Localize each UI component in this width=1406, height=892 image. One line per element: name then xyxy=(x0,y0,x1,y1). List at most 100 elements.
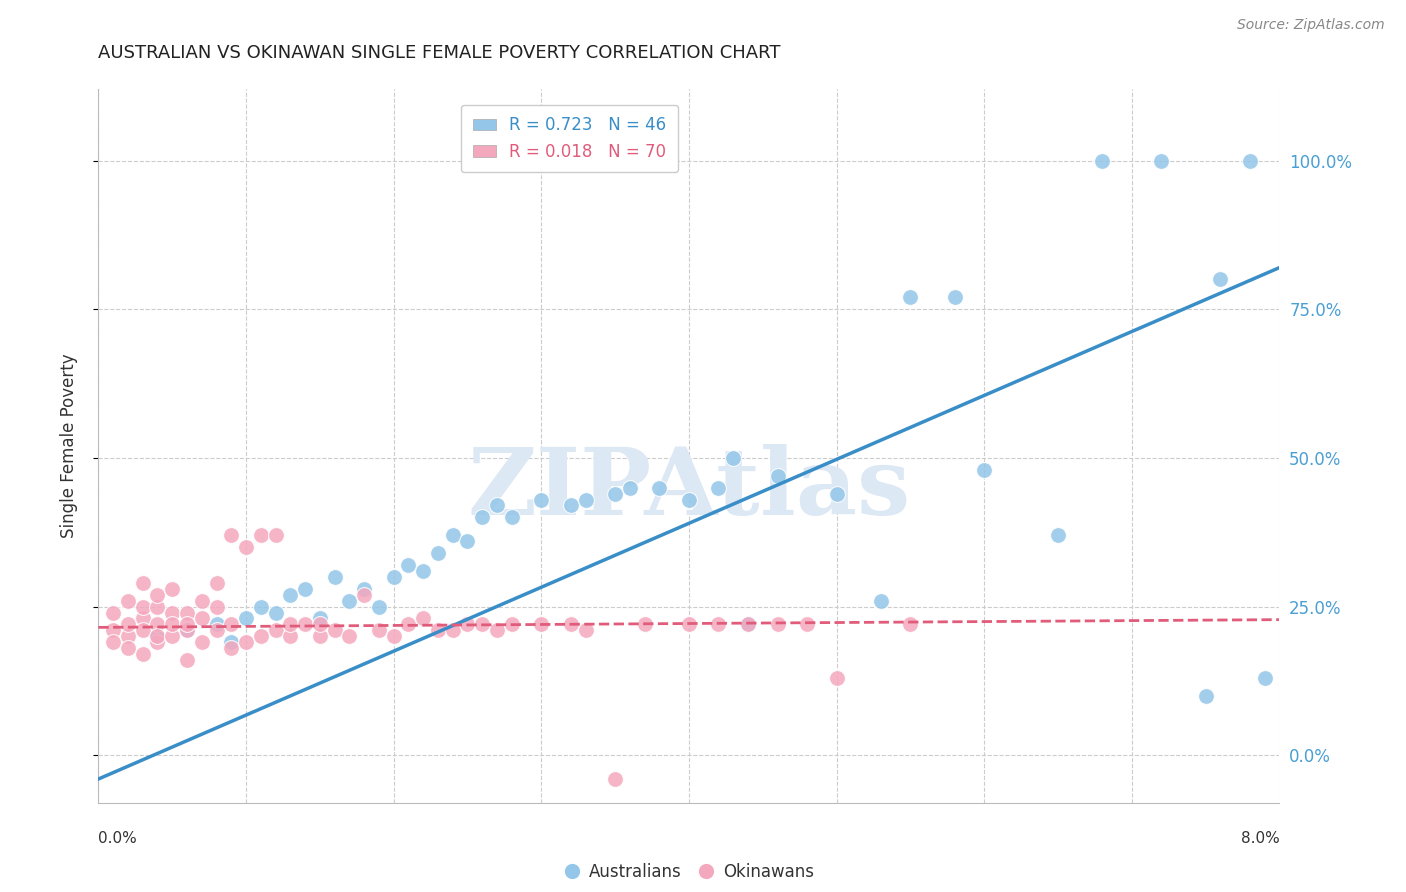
Point xyxy=(323,624,346,638)
Point xyxy=(471,617,494,632)
Point xyxy=(1239,153,1261,168)
Point xyxy=(943,290,966,304)
Point xyxy=(485,499,508,513)
Point xyxy=(1091,153,1114,168)
Point xyxy=(278,617,302,632)
Point xyxy=(132,599,155,614)
Point xyxy=(308,629,332,643)
Point xyxy=(973,463,995,477)
Y-axis label: Single Female Poverty: Single Female Poverty xyxy=(59,354,77,538)
Point xyxy=(353,582,375,596)
Point xyxy=(900,290,922,304)
Point xyxy=(412,564,434,578)
Point xyxy=(633,617,655,632)
Point xyxy=(426,624,449,638)
Point xyxy=(205,599,228,614)
Point xyxy=(560,499,582,513)
Text: ZIPAtlas: ZIPAtlas xyxy=(467,444,911,533)
Point xyxy=(337,593,360,607)
Point xyxy=(471,510,494,524)
Point xyxy=(367,624,389,638)
Point xyxy=(250,629,273,643)
Point xyxy=(825,671,848,685)
Point xyxy=(501,510,523,524)
Point xyxy=(294,582,316,596)
Point xyxy=(382,629,405,643)
Point xyxy=(678,617,700,632)
Point xyxy=(250,528,273,542)
Point xyxy=(235,540,257,554)
Point xyxy=(574,492,596,507)
Point xyxy=(235,611,257,625)
Point xyxy=(191,635,214,649)
Point xyxy=(278,629,302,643)
Point xyxy=(176,653,198,667)
Point xyxy=(308,611,332,625)
Point xyxy=(219,617,242,632)
Point xyxy=(1194,689,1216,703)
Point xyxy=(1150,153,1173,168)
Point xyxy=(869,593,891,607)
Point xyxy=(530,617,553,632)
Point xyxy=(103,606,125,620)
Point xyxy=(737,617,759,632)
Point xyxy=(162,617,183,632)
Point xyxy=(796,617,818,632)
Point xyxy=(264,624,287,638)
Text: Source: ZipAtlas.com: Source: ZipAtlas.com xyxy=(1237,18,1385,31)
Point xyxy=(146,599,169,614)
Point xyxy=(367,599,389,614)
Point xyxy=(264,606,287,620)
Point xyxy=(1209,272,1232,286)
Point xyxy=(1046,528,1069,542)
Text: AUSTRALIAN VS OKINAWAN SINGLE FEMALE POVERTY CORRELATION CHART: AUSTRALIAN VS OKINAWAN SINGLE FEMALE POV… xyxy=(98,44,780,62)
Point xyxy=(396,558,419,572)
Point xyxy=(678,492,700,507)
Point xyxy=(117,593,139,607)
Point xyxy=(441,528,464,542)
Point xyxy=(323,570,346,584)
Point xyxy=(176,624,198,638)
Point xyxy=(560,617,582,632)
Point xyxy=(456,534,478,549)
Point xyxy=(176,624,198,638)
Point xyxy=(278,588,302,602)
Point xyxy=(337,629,360,643)
Point xyxy=(205,617,228,632)
Point xyxy=(530,492,553,507)
Point xyxy=(146,617,169,632)
Point xyxy=(117,617,139,632)
Point xyxy=(162,606,183,620)
Point xyxy=(176,617,198,632)
Point xyxy=(1254,671,1277,685)
Point xyxy=(117,629,139,643)
Point xyxy=(264,528,287,542)
Point xyxy=(162,629,183,643)
Point xyxy=(176,606,198,620)
Point xyxy=(132,624,155,638)
Point xyxy=(132,647,155,661)
Legend: Australians, Okinawans: Australians, Okinawans xyxy=(557,856,821,888)
Point xyxy=(219,641,242,656)
Point xyxy=(103,635,125,649)
Point xyxy=(191,593,214,607)
Point xyxy=(146,629,169,643)
Point xyxy=(766,468,789,483)
Point xyxy=(205,624,228,638)
Point xyxy=(191,611,214,625)
Point xyxy=(412,611,434,625)
Point xyxy=(707,481,730,495)
Point xyxy=(605,486,627,500)
Point xyxy=(146,588,169,602)
Point xyxy=(825,486,848,500)
Point xyxy=(235,635,257,649)
Point xyxy=(619,481,641,495)
Point xyxy=(146,629,169,643)
Point xyxy=(103,624,125,638)
Point xyxy=(737,617,759,632)
Point xyxy=(250,599,273,614)
Point xyxy=(132,575,155,590)
Point xyxy=(294,617,316,632)
Point xyxy=(766,617,789,632)
Point xyxy=(382,570,405,584)
